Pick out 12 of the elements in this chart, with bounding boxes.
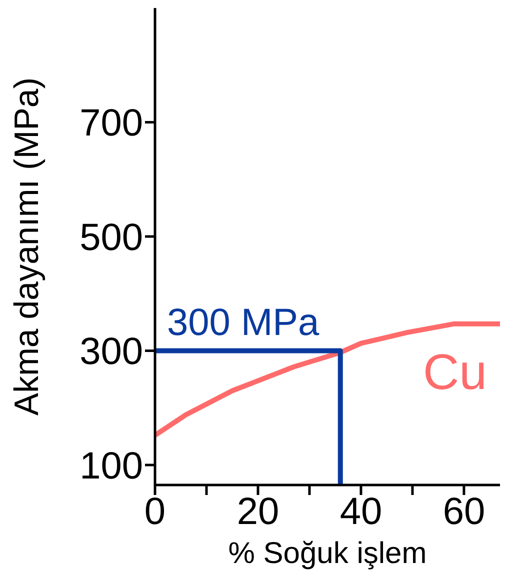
x-tick-label: 60 (442, 490, 486, 533)
y-tick-label: 100 (80, 445, 143, 488)
y-tick-label: 700 (80, 102, 143, 145)
y-axis-title: Akma dayanımı (MPa) (8, 77, 46, 416)
x-tick-label: 20 (236, 490, 280, 533)
annotation: 300 MPa (167, 302, 320, 344)
x-tick-label: 40 (340, 490, 382, 533)
x-tick-label: 0 (144, 490, 166, 533)
y-tick-label: 300 (80, 331, 143, 374)
series-label: Cu (423, 344, 487, 400)
y-tick-label: 500 (80, 216, 143, 259)
x-axis-title: % Soğuk işlem (228, 537, 427, 570)
